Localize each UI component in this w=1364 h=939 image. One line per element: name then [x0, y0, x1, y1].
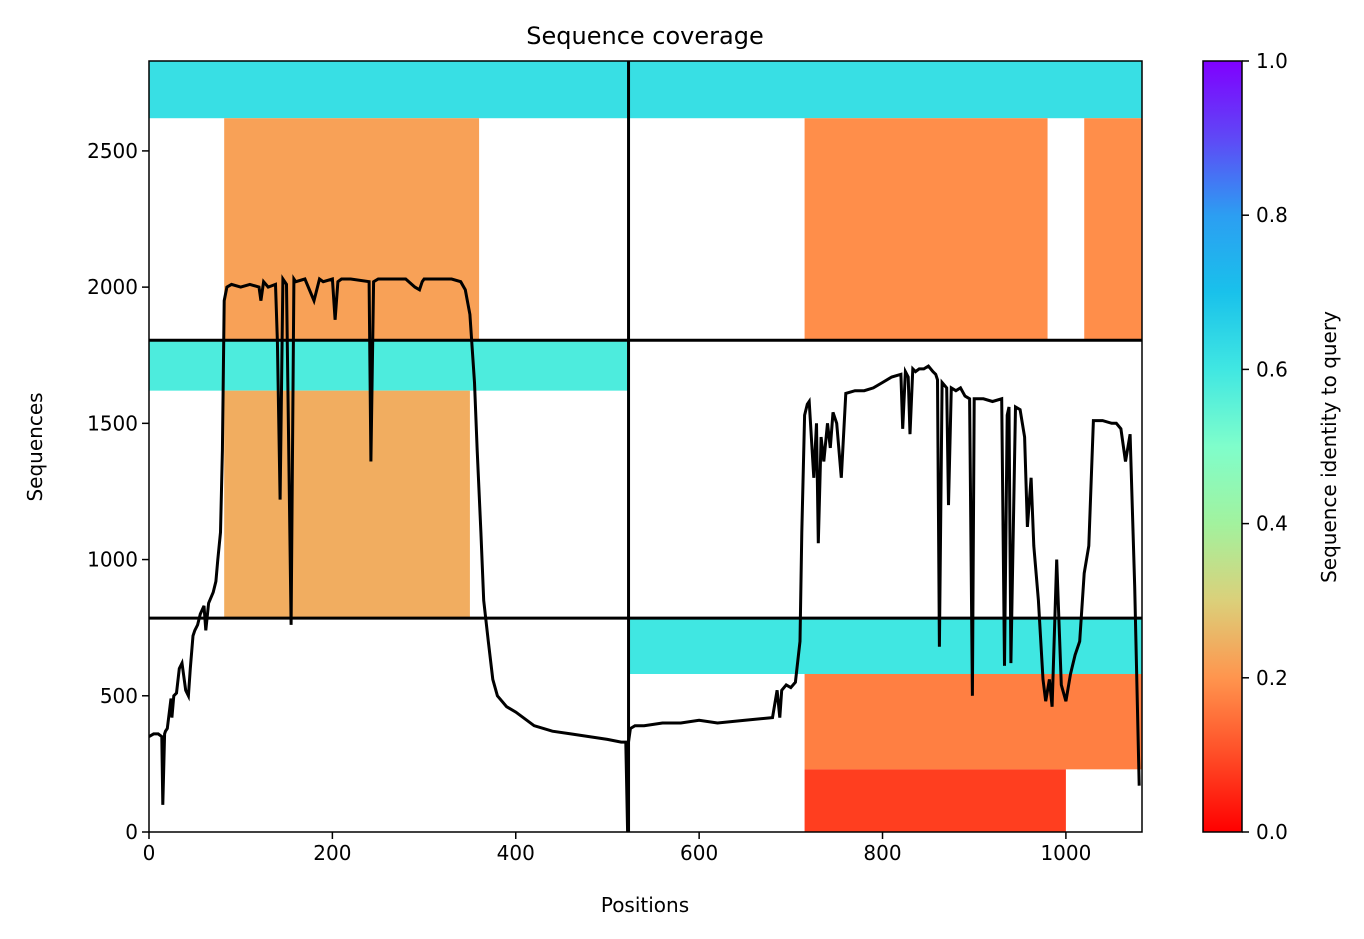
colorbar-ticks: 0.0 0.2 0.4 0.6 0.8 1.0 [1242, 49, 1288, 844]
coverage-block [224, 390, 470, 619]
x-tick-label: 800 [863, 841, 901, 865]
y-tick-label: 0 [125, 820, 138, 844]
x-tick-label: 600 [680, 841, 718, 865]
x-tick-label: 1000 [1040, 841, 1091, 865]
y-tick-label: 2000 [87, 275, 138, 299]
y-axis-label: Sequences [23, 392, 47, 501]
colorbar-tick-label: 0.4 [1256, 512, 1288, 536]
x-axis-ticks: 0 200 400 600 800 1000 [143, 832, 1091, 865]
colorbar-tick-label: 0.6 [1256, 357, 1288, 381]
colorbar [1202, 60, 1243, 833]
coverage-block [149, 61, 629, 119]
coverage-block [628, 61, 1142, 119]
y-axis-ticks: 0 500 1000 1500 2000 2500 [87, 139, 149, 844]
group-dividers [149, 61, 1142, 832]
colorbar-tick-label: 0.2 [1256, 666, 1288, 690]
coverage-blocks [149, 61, 1142, 832]
chart-title: Sequence coverage [526, 22, 763, 50]
colorbar-tick-label: 0.8 [1256, 203, 1288, 227]
colorbar-tick-label: 1.0 [1256, 49, 1288, 73]
coverage-block [1084, 118, 1142, 341]
colorbar-label: Sequence identity to query [1317, 311, 1341, 583]
x-tick-label: 400 [497, 841, 535, 865]
plot-frame [148, 60, 1143, 833]
x-axis-label: Positions [601, 893, 689, 917]
y-tick-label: 500 [100, 684, 138, 708]
colorbar-tick-label: 0.0 [1256, 820, 1288, 844]
coverage-block [804, 118, 1048, 341]
coverage-block [224, 118, 480, 341]
y-tick-label: 1000 [87, 548, 138, 572]
coverage-block [149, 340, 629, 391]
coverage-block [804, 769, 1066, 832]
coverage-line [149, 274, 1141, 832]
coverage-block [628, 618, 1142, 674]
y-tick-label: 1500 [87, 411, 138, 435]
x-tick-label: 200 [313, 841, 351, 865]
x-tick-label: 0 [143, 841, 156, 865]
y-tick-label: 2500 [87, 139, 138, 163]
